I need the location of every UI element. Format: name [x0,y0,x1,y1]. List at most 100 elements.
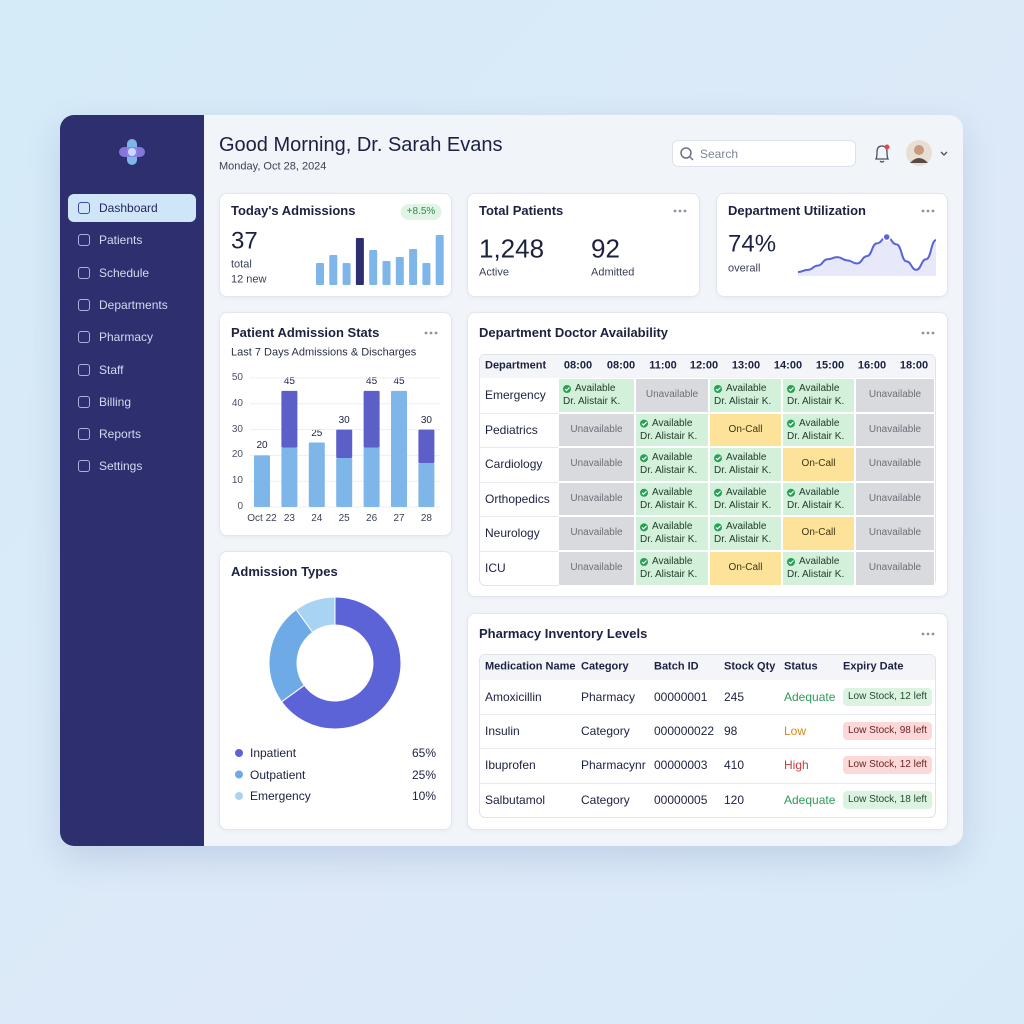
column-header: 12:00 [689,359,719,372]
y-tick-label: 0 [237,501,243,512]
legend-label: Outpatient [250,767,306,782]
table-cell: 98 [724,723,738,738]
column-header: Department [485,359,547,372]
slot-doctor: Dr. Alistair K. [714,499,772,511]
slot-status: On-Call [801,458,836,470]
slot-status: Available [575,383,616,394]
slot-cell [558,551,635,586]
nav-item[interactable]: Schedule [99,265,150,280]
table-header [480,355,935,378]
table-cell: Pharmacynr [581,758,646,773]
slot-status: Available [652,556,693,567]
nav-item[interactable]: Staff [99,362,124,377]
column-header: Status [784,660,818,673]
slot-status: Available [652,417,693,429]
slot-status: Unavailable [868,562,922,573]
department: Neurology [485,526,540,541]
table-cell: Pharmacy [581,689,636,704]
slot-doctor: Dr. Alistair K. [640,569,698,580]
nav-item[interactable]: Pharmacy [99,329,154,344]
slot-status: Unavailable [868,458,922,470]
slot-doctor: Dr. Alistair K. [714,465,772,477]
nav-icon [78,266,90,279]
row-divider [480,748,935,750]
expiry-pill: Low Stock, 12 left [843,688,932,706]
table-cell: Amoxicillin [485,689,542,704]
stock-status: High [784,758,809,773]
slot-cell [782,516,855,551]
row-divider [480,516,558,518]
y-tick-label: 50 [231,372,243,383]
column-header: 08:00 [563,359,593,372]
slot-cell [782,378,855,413]
row-divider [480,447,558,449]
column-header: 08:00 [606,359,636,372]
slot-doctor: Dr. Alistair K. [640,430,698,442]
slot-cell [855,447,935,482]
row-divider [480,412,558,414]
slot-cell [855,516,935,551]
kpi-caption: Admitted [591,266,635,279]
slot-status: On-Call [728,562,763,573]
slot-doctor: Dr. Alistair K. [787,430,845,442]
table-cell: Category [581,792,630,807]
slot-doctor: Dr. Alistair K. [787,569,845,580]
bar-total-label: 45 [393,375,405,387]
row-divider [480,551,558,552]
kpi-value: 92 [591,233,620,264]
x-tick-label: 26 [366,513,378,524]
table-cell: 00000005 [654,792,708,807]
x-tick-label: 24 [311,513,323,524]
nav-item[interactable]: Patients [99,233,143,248]
x-tick-label: 28 [420,513,432,524]
department: Emergency [485,387,546,402]
legend-label: Inpatient [250,745,297,760]
search-placeholder[interactable]: Search [700,146,739,161]
department: Orthopedics [485,491,550,506]
slot-cell [709,551,782,586]
y-tick-label: 40 [231,397,243,409]
nav-item[interactable]: Reports [99,426,142,441]
kpi-sub: 12 new [231,273,267,286]
slot-cell [635,412,709,448]
table-cell: 245 [724,689,745,704]
slot-cell [782,551,855,586]
table-cell: Insulin [485,723,520,738]
card-title: Patient Admission Stats [231,325,380,341]
slot-cell [855,378,935,413]
column-header: 18:00 [899,359,929,372]
nav-item[interactable]: Dashboard [99,200,158,215]
row-divider [480,714,935,716]
table-cell: Ibuprofen [485,758,536,773]
nav-icon [78,202,90,214]
slot-cell [855,551,935,586]
card-title: Admission Types [231,564,338,580]
nav-icon [78,395,90,408]
nav-item[interactable]: Departments [99,297,168,312]
slot-status: Available [726,383,767,394]
slot-cell [558,447,635,482]
slot-status: Unavailable [645,389,699,400]
bar-total-label: 20 [256,440,268,452]
column-header: Stock Qty [724,660,776,673]
slot-status: Unavailable [868,527,922,539]
table-cell: 00000001 [654,689,708,704]
nav-icon [78,298,90,311]
table-header [480,655,935,680]
slot-status: Unavailable [570,423,623,435]
table-cell: 120 [724,792,745,807]
slot-cell [558,481,635,517]
column-header: 13:00 [731,359,761,372]
kpi-caption: overall [728,262,761,275]
nav-item[interactable]: Billing [99,394,132,409]
table-cell: Category [581,723,630,738]
y-tick-label: 10 [231,475,243,487]
table-cell: Salbutamol [485,792,546,807]
slot-status: Available [799,486,840,498]
slot-status: Unavailable [570,492,623,504]
nav-item[interactable]: Settings [99,459,143,474]
slot-status: On-Call [728,423,763,435]
search-box[interactable] [672,140,856,167]
row-divider [480,481,558,483]
